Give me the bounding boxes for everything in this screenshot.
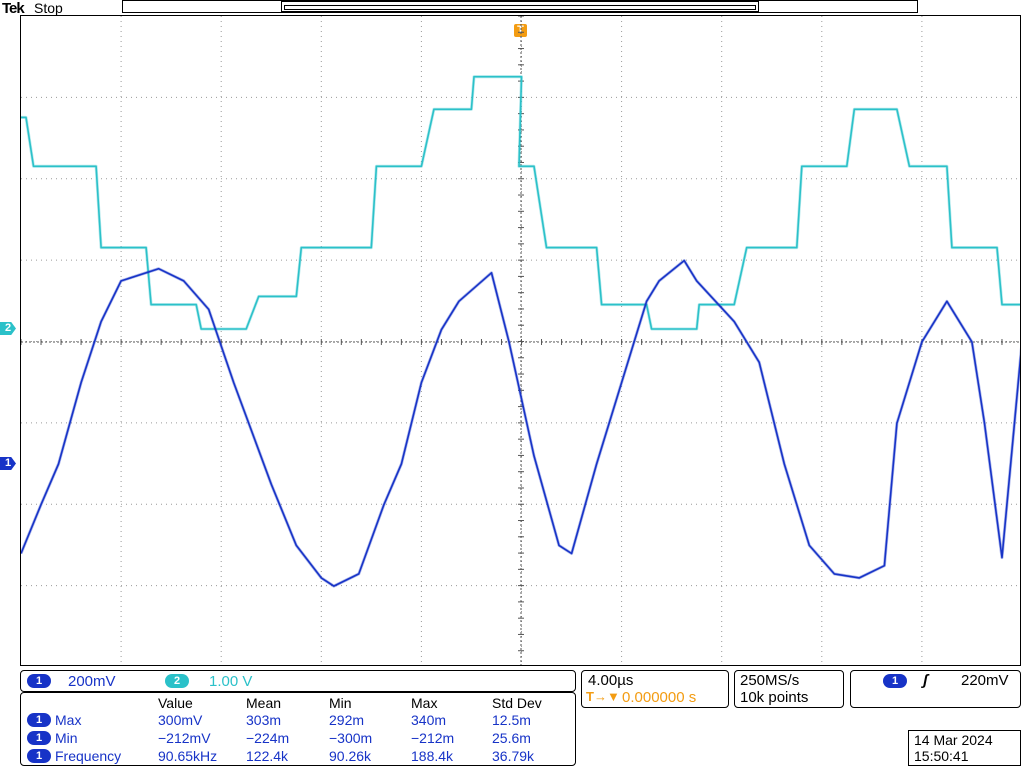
- acquisition-status: Stop: [34, 0, 63, 16]
- col-header-value: Value: [158, 695, 193, 711]
- meas-row-channel-badge: 1: [27, 749, 51, 763]
- waveform-display[interactable]: [20, 15, 1021, 666]
- meas-max: −212m: [411, 730, 455, 746]
- sample-rate: 250MS/s: [740, 672, 800, 689]
- meas-min: 292m: [329, 712, 365, 728]
- channel-scale-panel[interactable]: 1 200mV 2 1.00 V: [20, 670, 576, 692]
- ch1-waveform: [21, 259, 1020, 587]
- meas-row-channel-badge: 1: [27, 713, 51, 727]
- brand-logo: Tek: [2, 0, 25, 17]
- measurement-table: Value Mean Min Max Std Dev 1 Max 300mV 3…: [20, 692, 576, 766]
- col-header-min: Min: [329, 695, 352, 711]
- trigger-level: 220mV: [961, 672, 1009, 689]
- horizontal-delay: 0.000000 s: [622, 689, 697, 706]
- meas-stddev: 12.5m: [492, 712, 531, 728]
- ch1-ground-marker[interactable]: 1: [0, 457, 16, 470]
- col-header-mean: Mean: [246, 695, 282, 711]
- date-label: 14 Mar 2024: [914, 732, 993, 748]
- meas-stddev: 25.6m: [492, 730, 531, 746]
- trigger-delay-icon: T→▼: [586, 689, 620, 704]
- time-label: 15:50:41: [914, 748, 969, 764]
- record-length: 10k points: [740, 689, 809, 706]
- col-header-max: Max: [411, 695, 438, 711]
- meas-mean: −224m: [246, 730, 290, 746]
- meas-mean: 303m: [246, 712, 282, 728]
- ch2-ground-marker[interactable]: 2: [0, 322, 16, 335]
- meas-name: Frequency: [55, 748, 122, 764]
- trigger-source-badge: 1: [883, 674, 907, 688]
- meas-min: −300m: [329, 730, 373, 746]
- trigger-position-icon[interactable]: T: [514, 24, 527, 37]
- meas-row-channel-badge: 1: [27, 731, 51, 745]
- meas-name: Min: [55, 730, 78, 746]
- ch1-badge[interactable]: 1: [27, 674, 51, 688]
- meas-name: Max: [55, 712, 82, 728]
- ch2-waveform: [21, 75, 1020, 330]
- trigger-panel[interactable]: 1 ʃ 220mV: [850, 670, 1021, 708]
- datetime-panel: 14 Mar 2024 15:50:41: [908, 730, 1021, 766]
- meas-value: 300mV: [158, 712, 203, 728]
- rising-edge-icon: ʃ: [923, 672, 928, 689]
- meas-stddev: 36.79k: [492, 748, 535, 764]
- ch1-scale: 200mV: [68, 673, 116, 690]
- meas-max: 188.4k: [411, 748, 454, 764]
- ch2-scale: 1.00 V: [209, 673, 253, 690]
- meas-value: −212mV: [158, 730, 211, 746]
- meas-value: 90.65kHz: [158, 748, 218, 764]
- horizontal-scale: 4.00µs: [588, 672, 634, 689]
- acquisition-panel[interactable]: 250MS/s 10k points: [734, 670, 844, 708]
- ch2-badge[interactable]: 2: [165, 674, 189, 688]
- meas-min: 90.26k: [329, 748, 372, 764]
- col-header-stddev: Std Dev: [492, 695, 542, 711]
- meas-max: 340m: [411, 712, 447, 728]
- waveform-plot: [21, 16, 1020, 665]
- record-view-window[interactable]: [281, 1, 759, 12]
- meas-mean: 122.4k: [246, 748, 289, 764]
- timebase-panel[interactable]: 4.00µs T→▼ 0.000000 s: [581, 670, 729, 708]
